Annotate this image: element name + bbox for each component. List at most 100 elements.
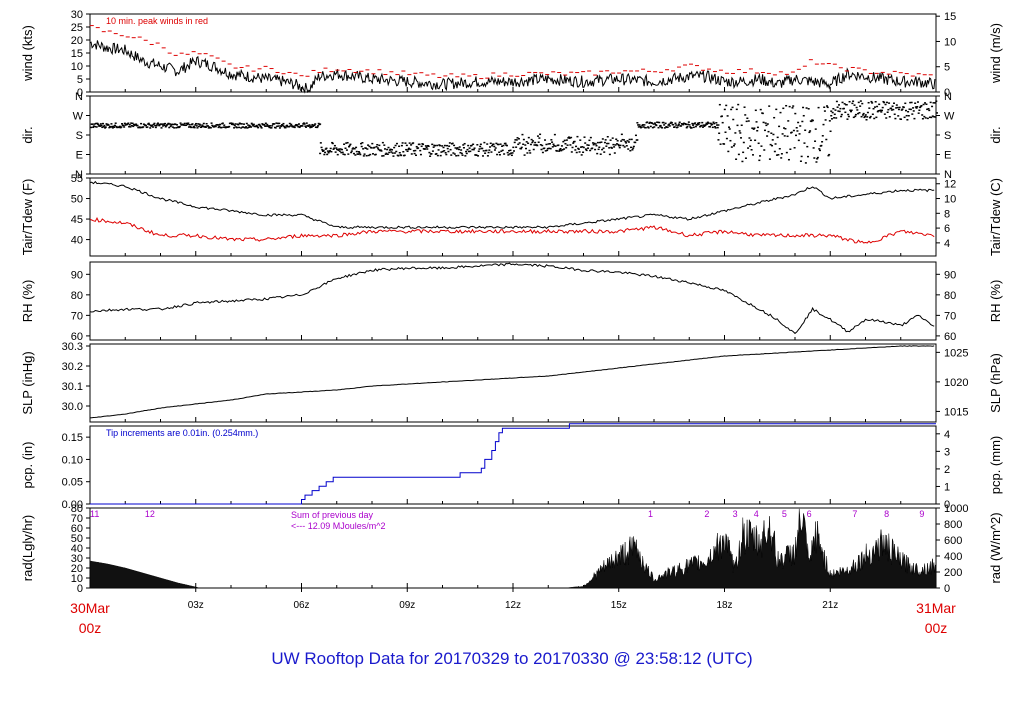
direction-point [211,125,214,127]
hour-of-day-label: 12 [145,509,155,519]
direction-point [585,149,588,152]
direction-point [872,107,875,110]
direction-point [171,123,174,126]
direction-point [613,152,616,154]
direction-point [732,118,735,121]
direction-point [566,144,569,146]
direction-point [801,120,804,123]
direction-point [745,120,748,123]
direction-point [375,146,378,148]
direction-point [458,146,461,148]
direction-point [427,145,430,148]
direction-point [139,126,142,129]
direction-point [441,145,444,147]
direction-point [762,121,765,124]
direction-point [931,105,934,108]
direction-point [333,144,336,147]
y-tick-label: 0.05 [62,477,83,489]
y-tick-label-right: N [944,91,952,103]
y-tick-label-right: 4 [944,429,950,441]
direction-point [897,115,900,117]
direction-point [232,123,235,126]
direction-point [933,116,936,118]
direction-point [381,141,384,144]
direction-point [244,127,247,129]
x-tick-label: 21z [822,600,838,611]
direction-point [874,101,877,103]
direction-point [502,144,505,147]
direction-point [642,126,645,128]
direction-point [861,114,864,116]
direction-point [154,126,157,129]
direction-point [336,148,339,151]
direction-point [639,125,642,128]
direction-point [931,115,934,117]
direction-point [723,143,726,145]
direction-point [373,146,376,149]
direction-point [785,104,788,107]
direction-point [268,126,271,129]
direction-point [329,147,332,150]
direction-point [277,125,280,127]
y-tick-label: 70 [71,310,83,322]
direction-point [830,114,833,117]
direction-point [659,124,662,127]
direction-point [813,157,816,159]
direction-point [431,143,434,146]
direction-point [489,146,492,148]
direction-point [892,108,895,111]
y-tick-label: 20 [71,563,83,575]
direction-point [770,132,773,134]
direction-point [920,104,923,107]
y-tick-label-right: 1025 [944,347,968,359]
direction-point [477,150,480,153]
direction-point [928,116,931,119]
direction-point [290,123,293,126]
direction-point [596,152,599,155]
direction-point [464,155,467,157]
direction-point [258,123,261,126]
y-tick-label: 40 [71,235,83,247]
direction-point [666,126,669,128]
y-axis-label: dir. [20,126,35,143]
direction-point [859,105,862,107]
direction-point [297,126,300,128]
y-tick-label-right: 1020 [944,377,968,389]
direction-point [490,151,493,153]
direction-point [691,122,694,125]
direction-point [380,150,383,152]
direction-point [250,122,253,125]
direction-point [153,122,156,125]
y-tick-label: 70 [71,513,83,525]
direction-point [346,141,349,144]
direction-point [647,127,650,129]
y-tick-label: 40 [71,543,83,555]
direction-point [274,127,277,129]
direction-point [123,126,126,128]
direction-point [579,139,582,141]
y-tick-label: 50 [71,533,83,545]
direction-point [534,141,537,144]
direction-point [579,146,582,148]
direction-point [858,112,861,114]
direction-point [190,126,193,129]
hour-of-day-label: 2 [704,509,709,519]
direction-point [885,117,888,119]
direction-point [708,126,711,128]
direction-point [407,148,410,151]
direction-point [883,101,886,104]
direction-point [120,126,123,128]
direction-point [661,127,664,129]
direction-point [131,122,134,125]
direction-point [150,125,153,127]
direction-point [540,148,543,151]
direction-point [866,111,869,114]
direction-point [692,124,695,126]
direction-point [330,150,333,153]
y-tick-label-right: 1015 [944,406,968,418]
direction-point [389,148,392,151]
direction-point [616,140,619,142]
direction-point [589,136,592,139]
direction-point [482,150,485,152]
direction-point [479,145,482,148]
